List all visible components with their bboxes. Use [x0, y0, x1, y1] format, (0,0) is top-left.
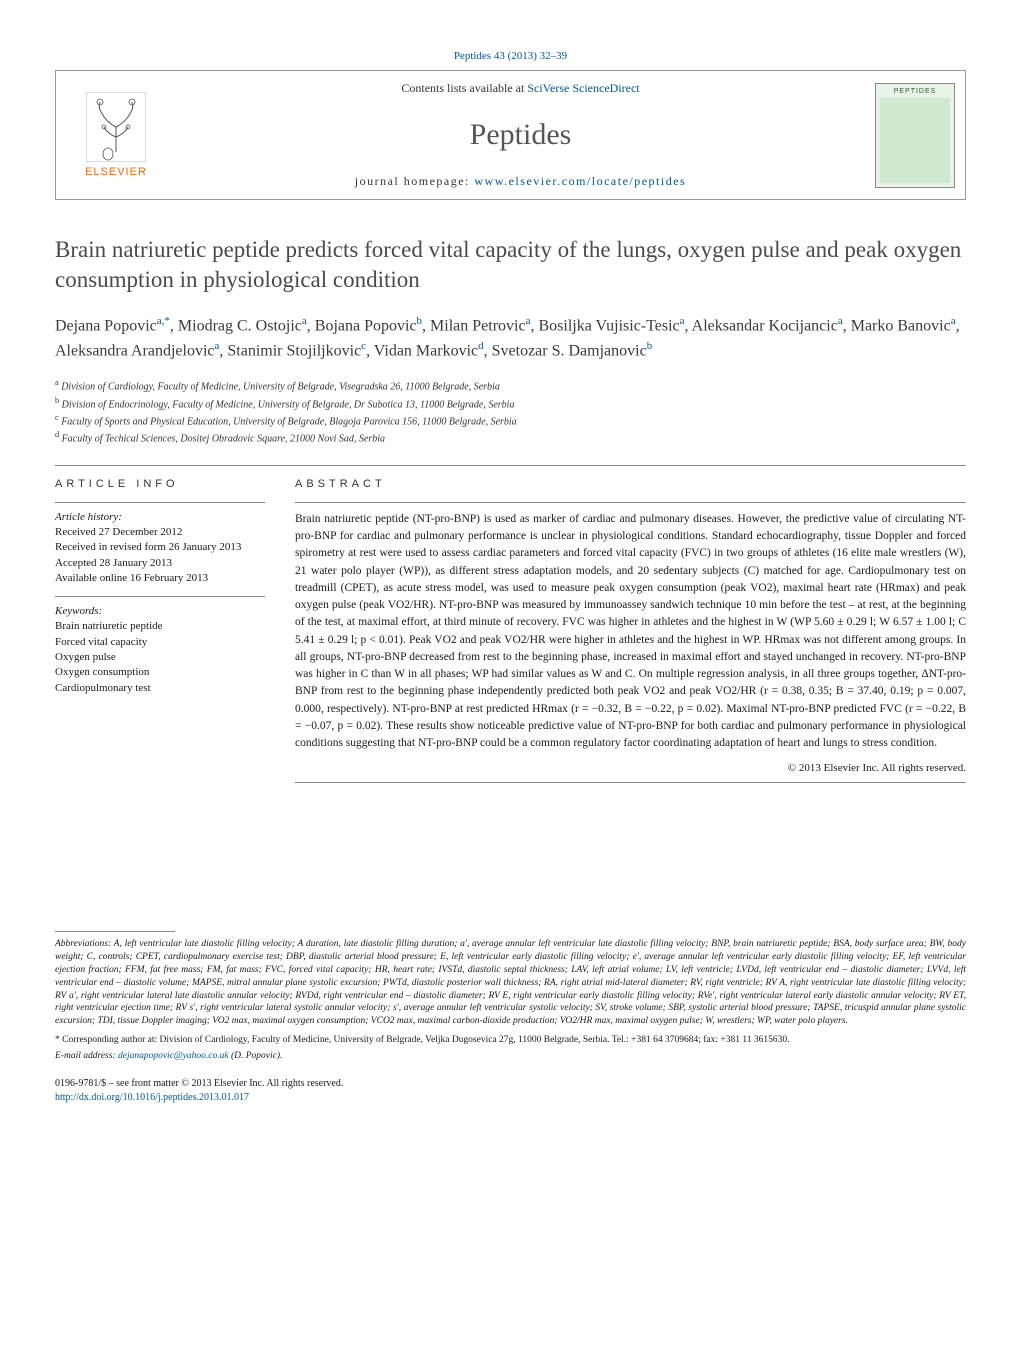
keyword-item: Oxygen consumption: [55, 665, 265, 680]
history-item: Accepted 28 January 2013: [55, 556, 265, 571]
citation-line: Peptides 43 (2013) 32–39: [55, 50, 966, 62]
keywords-label: Keywords:: [55, 605, 265, 617]
article-title: Brain natriuretic peptide predicts force…: [55, 235, 966, 295]
keyword-item: Cardiopulmonary test: [55, 681, 265, 696]
page-container: Peptides 43 (2013) 32–39 ELSEVIER Conten…: [0, 0, 1021, 1145]
footer-rule: [55, 931, 175, 932]
header-mid: Contents lists available at SciVerse Sci…: [176, 71, 865, 199]
email-suffix: (D. Popovic).: [229, 1051, 283, 1061]
homepage-line: journal homepage: www.elsevier.com/locat…: [186, 174, 855, 189]
publisher-name: ELSEVIER: [85, 166, 147, 178]
abbrev-lead: Abbreviations:: [55, 939, 111, 949]
affiliation-item: b Division of Endocrinology, Faculty of …: [55, 395, 966, 412]
history-item: Received 27 December 2012: [55, 525, 265, 540]
info-rule-2: [55, 596, 265, 597]
keyword-item: Brain natriuretic peptide: [55, 619, 265, 634]
affiliation-item: a Division of Cardiology, Faculty of Med…: [55, 377, 966, 394]
divider-top: [55, 465, 966, 466]
journal-cover-thumbnail: PEPTIDES: [875, 83, 955, 188]
homepage-prefix: journal homepage:: [355, 174, 475, 188]
footer-block: Abbreviations: A, left ventricular late …: [55, 931, 966, 1062]
cover-title: PEPTIDES: [894, 88, 937, 95]
email-link[interactable]: dejanapopovic@yahoo.co.uk: [118, 1051, 229, 1061]
sciencedirect-link[interactable]: SciVerse ScienceDirect: [527, 81, 639, 95]
abstract-heading: ABSTRACT: [295, 478, 966, 490]
cover-body: [880, 98, 950, 183]
info-rule-1: [55, 502, 265, 503]
abs-rule-2: [295, 782, 966, 783]
keyword-item: Oxygen pulse: [55, 650, 265, 665]
keywords-list: Brain natriuretic peptideForced vital ca…: [55, 619, 265, 696]
publisher-logo-cell: ELSEVIER: [56, 71, 176, 199]
elsevier-tree-icon: [86, 92, 146, 162]
abs-rule-1: [295, 502, 966, 503]
keyword-item: Forced vital capacity: [55, 635, 265, 650]
history-list: Received 27 December 2012Received in rev…: [55, 525, 265, 587]
contents-prefix: Contents lists available at: [401, 81, 527, 95]
history-item: Available online 16 February 2013: [55, 571, 265, 586]
contents-available-line: Contents lists available at SciVerse Sci…: [186, 81, 855, 96]
corresponding-author: * Corresponding author at: Division of C…: [55, 1034, 966, 1047]
affiliation-item: c Faculty of Sports and Physical Educati…: [55, 412, 966, 429]
homepage-link[interactable]: www.elsevier.com/locate/peptides: [474, 174, 686, 188]
email-line: E-mail address: dejanapopovic@yahoo.co.u…: [55, 1050, 966, 1063]
email-label: E-mail address:: [55, 1051, 118, 1061]
elsevier-logo: ELSEVIER: [76, 85, 156, 185]
authors-list: Dejana Popovica,*, Miodrag C. Ostojica, …: [55, 313, 966, 364]
affiliations: a Division of Cardiology, Faculty of Med…: [55, 377, 966, 446]
history-item: Received in revised form 26 January 2013: [55, 540, 265, 555]
abstract-column: ABSTRACT Brain natriuretic peptide (NT-p…: [295, 478, 966, 792]
abbrev-body: A, left ventricular late diastolic filli…: [55, 939, 966, 1026]
doi-link[interactable]: http://dx.doi.org/10.1016/j.peptides.201…: [55, 1092, 249, 1103]
history-label: Article history:: [55, 511, 265, 523]
article-info-heading: ARTICLE INFO: [55, 478, 265, 490]
front-matter-line: 0196-9781/$ – see front matter © 2013 El…: [55, 1077, 966, 1091]
abstract-copyright: © 2013 Elsevier Inc. All rights reserved…: [295, 762, 966, 774]
article-info-column: ARTICLE INFO Article history: Received 2…: [55, 478, 265, 792]
abstract-text: Brain natriuretic peptide (NT-pro-BNP) i…: [295, 511, 966, 753]
abbreviations: Abbreviations: A, left ventricular late …: [55, 938, 966, 1028]
journal-name: Peptides: [186, 118, 855, 152]
journal-header: ELSEVIER Contents lists available at Sci…: [55, 70, 966, 200]
affiliation-item: d Faculty of Techical Sciences, Dositej …: [55, 429, 966, 446]
bottom-meta: 0196-9781/$ – see front matter © 2013 El…: [55, 1077, 966, 1105]
info-abstract-row: ARTICLE INFO Article history: Received 2…: [55, 478, 966, 792]
cover-cell: PEPTIDES: [865, 71, 965, 199]
